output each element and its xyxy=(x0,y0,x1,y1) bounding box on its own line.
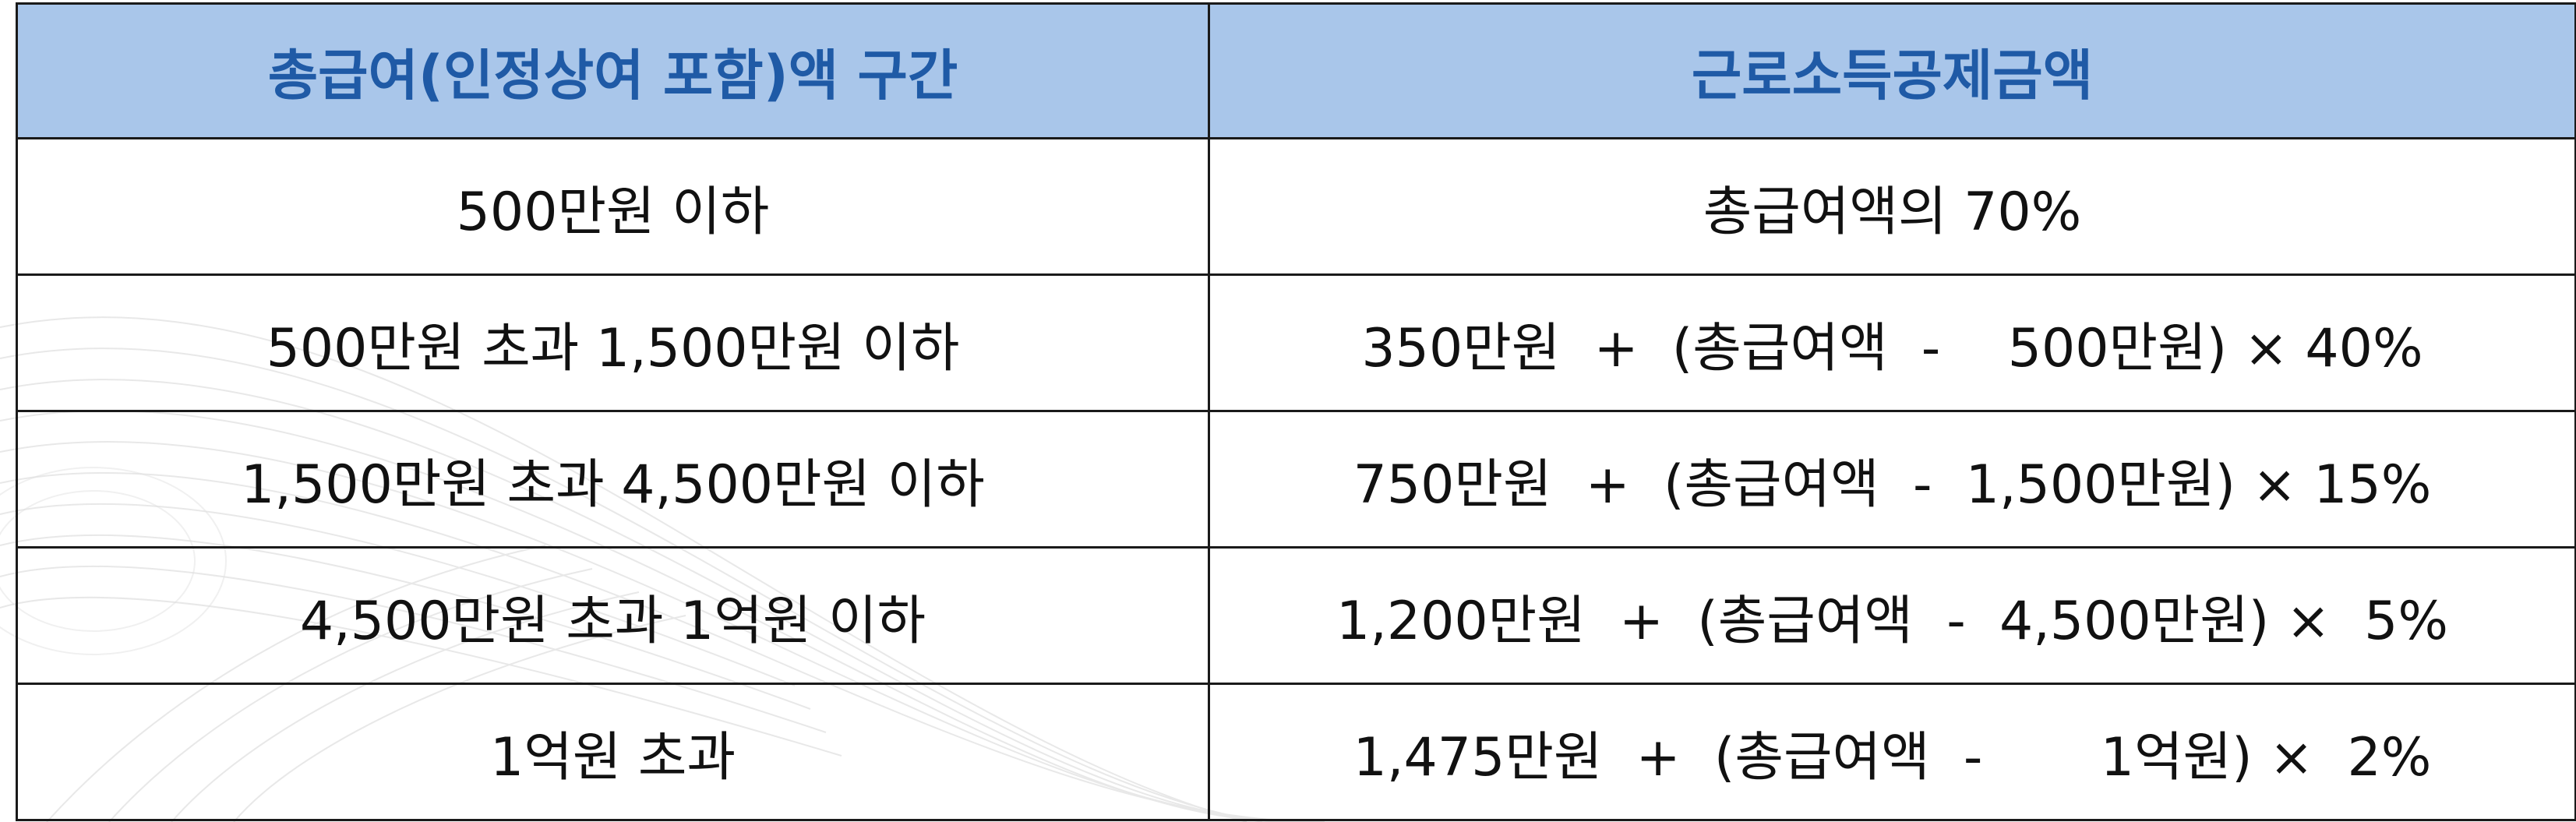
income-range-cell: 1,500만원 초과 4,500만원 이하 xyxy=(16,410,1210,549)
income-range-cell: 500만원 이하 xyxy=(16,137,1210,276)
deduction-formula-cell: 350만원 + (총급여액 - 500만원) × 40% xyxy=(1208,273,2576,412)
table-row: 500만원 이하 총급여액의 70% xyxy=(16,137,2576,276)
deduction-formula-cell: 1,200만원 + (총급여액 - 4,500만원) × 5% xyxy=(1208,546,2576,685)
deduction-formula-cell: 1,475만원 + (총급여액 - 1억원) × 2% xyxy=(1208,683,2576,821)
income-range-cell: 4,500만원 초과 1억원 이하 xyxy=(16,546,1210,685)
header-deduction-amount: 근로소득공제금액 xyxy=(1208,2,2576,139)
table-row: 4,500만원 초과 1억원 이하 1,200만원 + (총급여액 - 4,50… xyxy=(16,546,2576,685)
table-row: 1억원 초과 1,475만원 + (총급여액 - 1억원) × 2% xyxy=(16,683,2576,821)
table-row: 500만원 초과 1,500만원 이하 350만원 + (총급여액 - 500만… xyxy=(16,273,2576,412)
deduction-formula-cell: 750만원 + (총급여액 - 1,500만원) × 15% xyxy=(1208,410,2576,549)
table-row: 1,500만원 초과 4,500만원 이하 750만원 + (총급여액 - 1,… xyxy=(16,410,2576,549)
header-income-range: 총급여(인정상여 포함)액 구간 xyxy=(16,2,1210,139)
earned-income-deduction-table: 총급여(인정상여 포함)액 구간 근로소득공제금액 500만원 이하 총급여액의… xyxy=(16,2,2576,821)
income-range-cell: 500만원 초과 1,500만원 이하 xyxy=(16,273,1210,412)
table-header-row: 총급여(인정상여 포함)액 구간 근로소득공제금액 xyxy=(16,2,2576,139)
deduction-formula-cell: 총급여액의 70% xyxy=(1208,137,2576,276)
income-range-cell: 1억원 초과 xyxy=(16,683,1210,821)
